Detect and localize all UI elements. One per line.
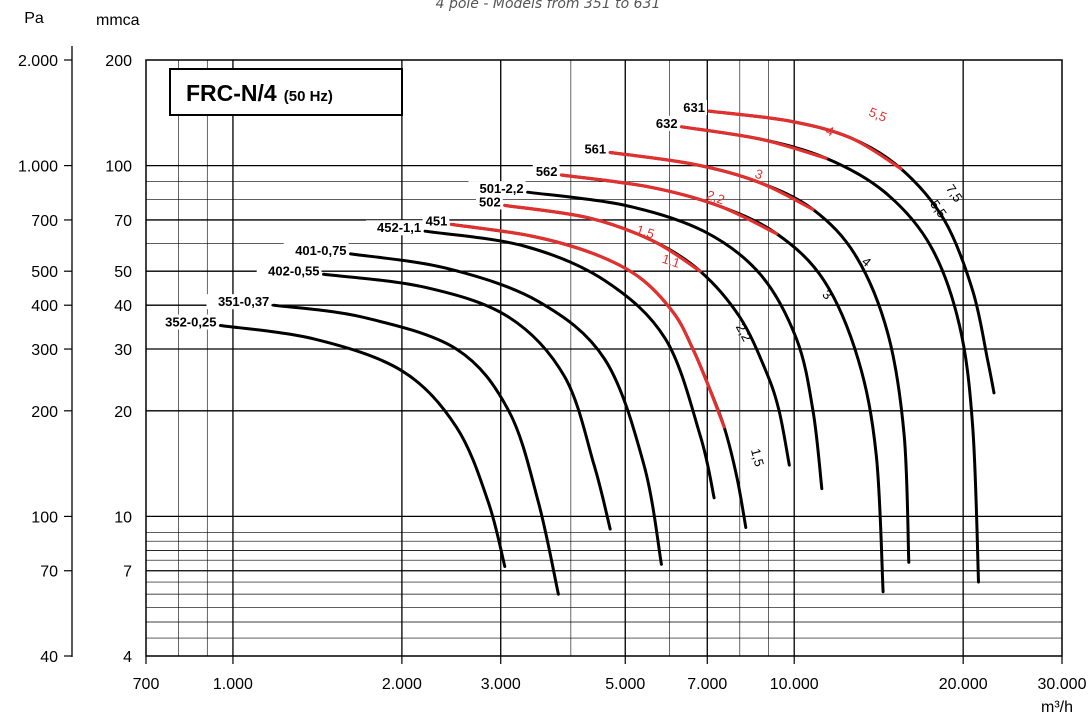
curve-highlight-561 (608, 150, 815, 211)
y-pa-tick-label: 70 (40, 564, 58, 581)
y-mmca-tick-label: 10 (114, 509, 132, 526)
y-mmca-tick-label: 70 (114, 213, 132, 230)
curve-label: 352-0,25 (165, 315, 216, 330)
curve-631 (707, 109, 996, 395)
x-tick-label: 7.000 (687, 676, 727, 693)
y-pa-tick-label: 500 (31, 264, 58, 281)
title-box: FRC-N/4 (50 Hz) (169, 68, 403, 116)
power-label: 2,2 (733, 321, 755, 344)
curve-label: 562 (536, 164, 558, 179)
curve-label: 451 (426, 213, 448, 228)
curve-402-0,55 (322, 272, 612, 531)
x-tick-label: 30.000 (1038, 676, 1087, 693)
curve-label-bg (256, 263, 322, 279)
curve-label-bg (206, 294, 272, 310)
curve-label: 561 (584, 141, 606, 156)
y-mmca-tick-label: 100 (105, 159, 132, 176)
curve-label: 502 (479, 194, 501, 209)
curve-label-bg (422, 213, 450, 229)
curve-label-bg (283, 242, 349, 258)
curve-501-2,2 (526, 190, 824, 491)
curve-351-0,37 (271, 303, 560, 596)
curve-label-bg (365, 220, 424, 236)
chart-title: FRC-N/4 (50 Hz) (186, 80, 333, 106)
power-label: 1,1 (660, 251, 682, 271)
x-tick-label: 1.000 (213, 676, 253, 693)
x-tick-label: 2.000 (382, 676, 422, 693)
power-label: 2,2 (705, 187, 727, 207)
curve-label: 402-0,55 (268, 263, 319, 278)
x-axis-unit-label: m³/h (1041, 699, 1073, 716)
curve-highlight-502 (503, 203, 702, 273)
curve-label-bg (468, 181, 526, 197)
chart-subtitle: 4 pole - Models from 351 to 631 (436, 0, 661, 12)
y-pa-tick-label: 400 (31, 298, 58, 315)
y-pa-tick-label: 700 (31, 213, 58, 230)
y-pa-tick-label: 100 (31, 509, 58, 526)
y-mmca-tick-label: 20 (114, 404, 132, 421)
curve-452-1,1 (423, 229, 716, 500)
y-mmca-tick-label: 30 (114, 342, 132, 359)
y-left-unit-label: Pa (24, 10, 44, 27)
curve-label-bg (475, 194, 503, 210)
chart-title-frequency: (50 Hz) (284, 88, 333, 105)
x-tick-label: 3.000 (481, 676, 521, 693)
y-pa-tick-label: 1.000 (18, 159, 58, 176)
axes: 700 1.000 2.000 3.000 5.000 7.000 10.000 20.000… (18, 46, 1087, 716)
plot-frame (145, 59, 1063, 657)
x-tick-label: 5.000 (605, 676, 645, 693)
y-pa-tick-label: 40 (40, 649, 58, 666)
curves (218, 109, 996, 596)
curve-label: 632 (656, 116, 678, 131)
curve-label: 501-2,2 (480, 181, 524, 196)
grid (146, 60, 1062, 657)
chart-title-main: FRC-N/4 (186, 80, 277, 106)
y-mmca-tick-label: 4 (123, 649, 132, 666)
curve-highlight-562 (559, 173, 779, 236)
power-label: 5,5 (867, 104, 889, 125)
curve-632 (680, 125, 980, 584)
curve-label-bg (652, 115, 680, 131)
y-mmca-tick-label: 50 (114, 264, 132, 281)
x-tick-label: 20.000 (939, 676, 988, 693)
curve-label: 401-0,75 (295, 243, 346, 258)
curve-label: 452-1,1 (377, 220, 421, 235)
y-mmca-tick-label: 7 (123, 564, 132, 581)
curve-401-0,75 (349, 252, 663, 566)
curve-label: 631 (683, 100, 705, 115)
power-label: 1,5 (634, 222, 656, 242)
curve-label-bg (680, 100, 708, 116)
power-label: 1,5 (748, 447, 767, 468)
curve-label-bg (532, 164, 560, 180)
x-tick-label: 10.000 (770, 676, 819, 693)
curve-highlight-632 (680, 125, 828, 160)
curve-highlight-631 (707, 109, 903, 171)
y-pa-tick-label: 2.000 (18, 53, 58, 70)
power-label: 3 (753, 166, 765, 183)
curve-highlight-451 (449, 222, 726, 429)
x-tick-label: 700 (133, 676, 160, 693)
y-pa-tick-label: 300 (31, 342, 58, 359)
curve-label-bg (581, 141, 609, 157)
curve-label: 351-0,37 (218, 294, 269, 309)
y-right-unit-label: mmca (96, 12, 140, 29)
curve-352-0,25 (218, 324, 507, 568)
curve-label-bg (153, 314, 219, 330)
y-pa-tick-label: 200 (31, 404, 58, 421)
power-label: 7,5 (943, 182, 966, 205)
y-mmca-tick-label: 200 (105, 53, 132, 70)
y-mmca-tick-label: 40 (114, 298, 132, 315)
